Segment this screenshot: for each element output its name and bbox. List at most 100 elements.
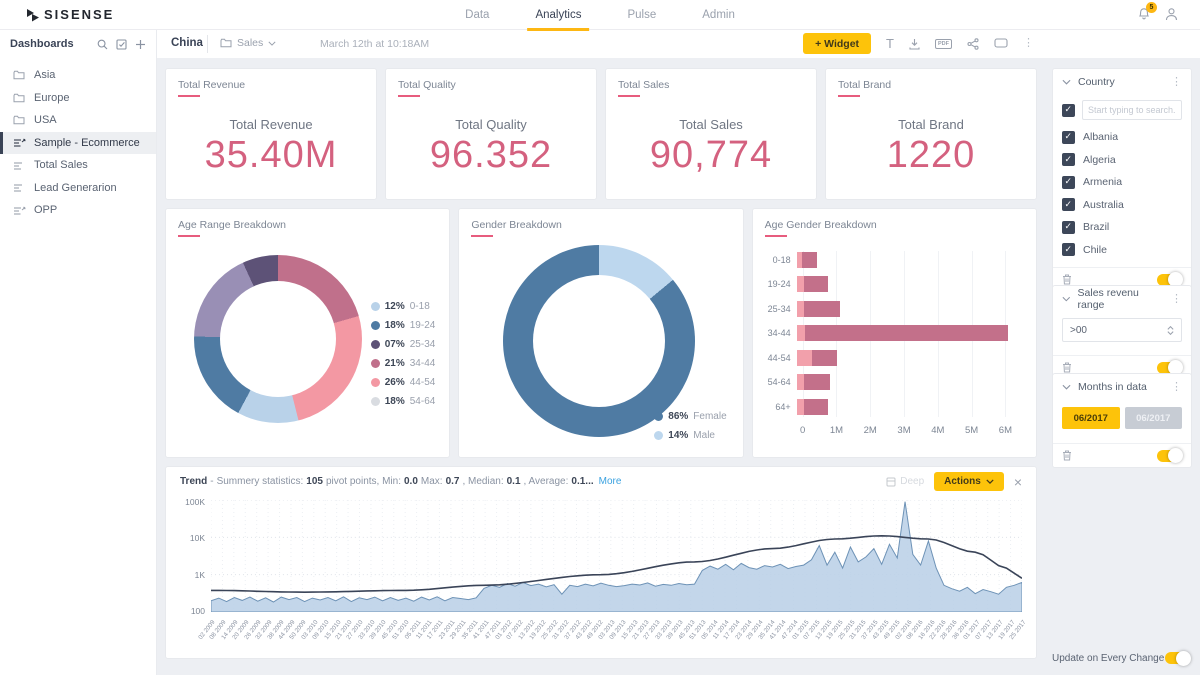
widget-title: Age Range Breakdown — [178, 219, 286, 231]
add-dashboard-icon[interactable] — [135, 39, 146, 50]
gender-breakdown-widget: Gender Breakdown 86% Female 14% Male — [458, 208, 744, 458]
sales-range-input[interactable]: >00 — [1062, 318, 1182, 342]
dashboards-title: Dashboards — [10, 38, 74, 50]
filter-header[interactable]: Months in data ⋮ — [1053, 374, 1191, 400]
country-option-armenia[interactable]: Armenia — [1062, 171, 1182, 194]
bar-row: 64+ — [765, 398, 1024, 415]
disabled-deep-button: Deep — [886, 476, 924, 487]
sidebar-item-sample-ecommerce[interactable]: Sample - Ecommerce — [0, 131, 156, 154]
user-profile-icon[interactable] — [1165, 7, 1178, 21]
sidebar-item-label: Asia — [34, 69, 56, 82]
trash-icon[interactable] — [1062, 362, 1072, 373]
multi-select-icon[interactable] — [116, 38, 127, 50]
more-link[interactable]: More — [598, 476, 622, 487]
month-button-active[interactable]: 06/2017 — [1062, 407, 1120, 429]
bar-segment — [812, 349, 837, 366]
country-option-albania[interactable]: Albania — [1062, 126, 1182, 149]
filter-menu-icon[interactable]: ⋮ — [1171, 380, 1182, 393]
trash-icon[interactable] — [1062, 450, 1072, 461]
filter-menu-icon[interactable]: ⋮ — [1171, 292, 1182, 305]
y-axis-label: 10K — [189, 533, 205, 543]
actions-button[interactable]: Actions — [934, 472, 1004, 491]
age-gender-breakdown-widget: Age Gender Breakdown 0-18 19-24 25-34 34-44… — [751, 208, 1037, 458]
filter-toggle[interactable] — [1157, 272, 1183, 287]
filter-header[interactable]: Sales revenu range ⋮ — [1053, 286, 1191, 312]
kpi-value: 90,774 — [649, 134, 773, 176]
tab-pulse[interactable]: Pulse — [627, 9, 657, 21]
export-image-icon[interactable] — [909, 38, 920, 50]
sidebar-item-total-sales[interactable]: Total Sales — [0, 154, 156, 177]
checkbox[interactable] — [1062, 220, 1075, 234]
legend-item: 12% 0-18 — [370, 297, 436, 316]
trend-header-text: Max: — [420, 476, 443, 487]
checkbox[interactable] — [1062, 198, 1075, 212]
checkbox[interactable] — [1062, 130, 1075, 144]
select-all-checkbox[interactable] — [1062, 103, 1075, 117]
text-widget-icon[interactable]: T — [886, 36, 894, 51]
sidebar-item-lead-generarion[interactable]: Lead Generarion — [0, 177, 156, 200]
more-options-icon[interactable]: ⋮ — [1023, 37, 1034, 49]
share-icon[interactable] — [967, 37, 979, 50]
kpi-label: Total Quality — [455, 117, 527, 132]
bar-category-label: 34-44 — [767, 328, 791, 338]
folder-label: Sales — [237, 37, 264, 49]
sisense-logo[interactable]: SISENSE — [26, 7, 114, 22]
tab-data[interactable]: Data — [465, 9, 490, 21]
widget-title: Total Quality — [398, 79, 456, 91]
month-button-inactive[interactable]: 06/2017 — [1124, 407, 1182, 429]
bar-row: 19-24 — [765, 276, 1024, 293]
country-filter-card: Country ⋮ Albania Algeria Armenia Austra… — [1052, 68, 1192, 292]
nav-right-group: 5 — [1137, 2, 1178, 21]
legend-label: Female — [693, 411, 727, 422]
legend-item: 21% 34-44 — [370, 354, 435, 373]
filter-toggle[interactable] — [1157, 360, 1183, 375]
tv-mode-icon[interactable] — [994, 38, 1008, 49]
chevron-down-icon — [1167, 330, 1174, 335]
country-option-australia[interactable]: Australia — [1062, 194, 1182, 217]
sidebar-item-europe[interactable]: Europe — [0, 87, 156, 110]
checkbox[interactable] — [1062, 175, 1075, 189]
stepper-arrows[interactable] — [1167, 325, 1174, 335]
chevron-down-icon — [1062, 79, 1071, 85]
country-option-chile[interactable]: Chile — [1062, 239, 1182, 262]
kpi-total-revenue: Total Revenue Total Revenue 35.40M — [165, 68, 377, 200]
x-axis-label: 4M — [931, 425, 945, 436]
tab-admin[interactable]: Admin — [702, 9, 735, 21]
country-option-brazil[interactable]: Brazil — [1062, 216, 1182, 239]
sidebar-item-usa[interactable]: USA — [0, 109, 156, 132]
folder-select[interactable]: Sales — [220, 37, 276, 49]
country-search-input[interactable] — [1082, 100, 1182, 120]
trend-widget: Trend - Summery statistics: 105 pivot po… — [165, 466, 1037, 659]
tab-analytics[interactable]: Analytics — [527, 0, 590, 31]
notifications-bell-icon[interactable]: 5 — [1137, 2, 1157, 21]
notification-badge: 5 — [1146, 2, 1157, 13]
trend-header-text: , Median: — [462, 476, 504, 487]
bar-segment — [796, 349, 813, 366]
legend-dot — [370, 378, 380, 387]
filter-toggle[interactable] — [1157, 448, 1183, 463]
toolbar-divider — [207, 35, 208, 53]
close-icon[interactable]: × — [1013, 473, 1022, 490]
pdf-export-icon[interactable]: PDF — [935, 38, 952, 49]
title-underline — [764, 235, 787, 237]
filter-menu-icon[interactable]: ⋮ — [1171, 75, 1182, 88]
legend-dot — [370, 397, 380, 406]
age-gender-bar-chart: 0-18 19-24 25-34 34-44 44-54 54-64 64+ — [765, 251, 1024, 417]
country-option-algeria[interactable]: Algeria — [1062, 149, 1182, 172]
bar-category-label: 44-54 — [767, 352, 791, 363]
update-toggle[interactable] — [1165, 650, 1191, 666]
bar-category-label: 19-24 — [767, 279, 791, 289]
sidebar-item-opp[interactable]: OPP — [0, 199, 156, 222]
add-widget-button[interactable]: + Widget — [803, 33, 872, 54]
filter-title: Country — [1078, 76, 1115, 88]
checkbox[interactable] — [1062, 243, 1075, 257]
filter-header[interactable]: Country ⋮ — [1053, 69, 1191, 95]
bar-segment — [796, 251, 802, 268]
checkbox[interactable] — [1062, 153, 1075, 167]
title-underline — [178, 95, 200, 97]
sidebar-item-asia[interactable]: Asia — [0, 64, 156, 87]
country-label: Algeria — [1083, 153, 1116, 166]
sidebar-item-label: Total Sales — [34, 159, 88, 172]
search-icon[interactable] — [97, 39, 108, 50]
trash-icon[interactable] — [1062, 274, 1072, 285]
